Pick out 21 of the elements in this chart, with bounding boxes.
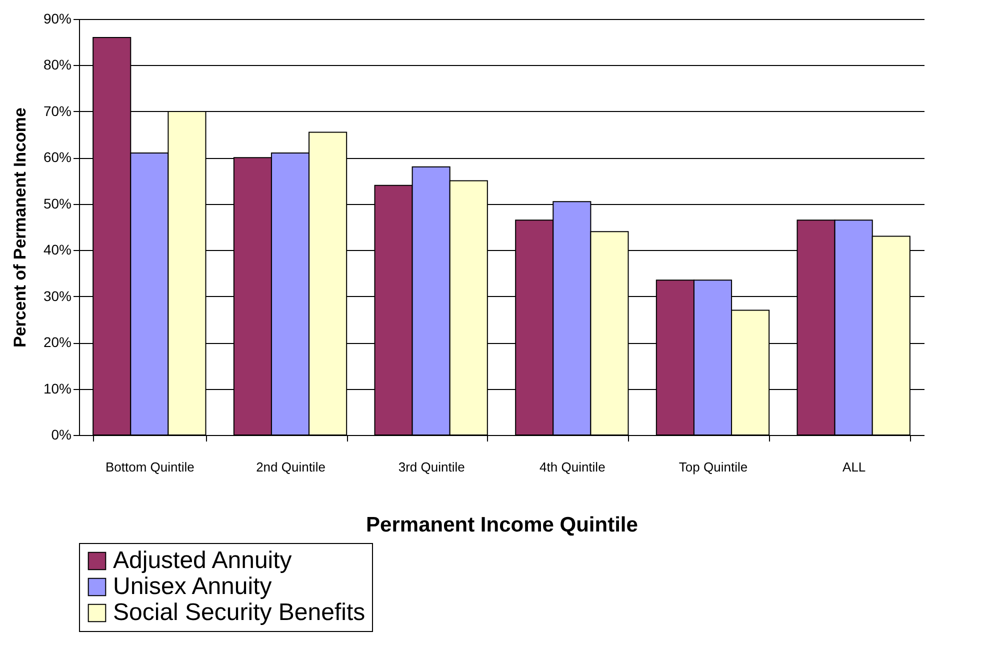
y-tick-label: 50% (43, 195, 72, 212)
y-tick-label: 60% (43, 149, 72, 166)
x-tick-label: 3rd Quintile (398, 460, 465, 474)
y-tick-label: 40% (43, 242, 72, 258)
legend-label: Adjusted Annuity (113, 547, 292, 574)
y-tick-label: 30% (43, 288, 72, 304)
x-tick-label: 4th Quintile (540, 460, 606, 474)
x-tick-label: Top Quintile (678, 460, 748, 474)
legend-label: Social Security Benefits (113, 599, 366, 626)
legend-label: Unisex Annuity (113, 573, 272, 600)
y-axis-title: Percent of Permanent Income (10, 108, 30, 348)
y-tick-label: 90% (43, 10, 72, 26)
y-tick-label: 10% (43, 380, 72, 396)
x-tick-label: Bottom Quintile (105, 460, 194, 474)
y-tick-label: 0% (51, 426, 72, 442)
y-tick-label: 20% (43, 334, 72, 350)
y-tick-label: 80% (43, 56, 72, 73)
x-tick-label: ALL (842, 460, 866, 474)
x-axis-title: Permanent Income Quintile (366, 514, 638, 536)
y-tick-label: 70% (43, 102, 72, 119)
x-tick-label: 2nd Quintile (256, 460, 326, 474)
